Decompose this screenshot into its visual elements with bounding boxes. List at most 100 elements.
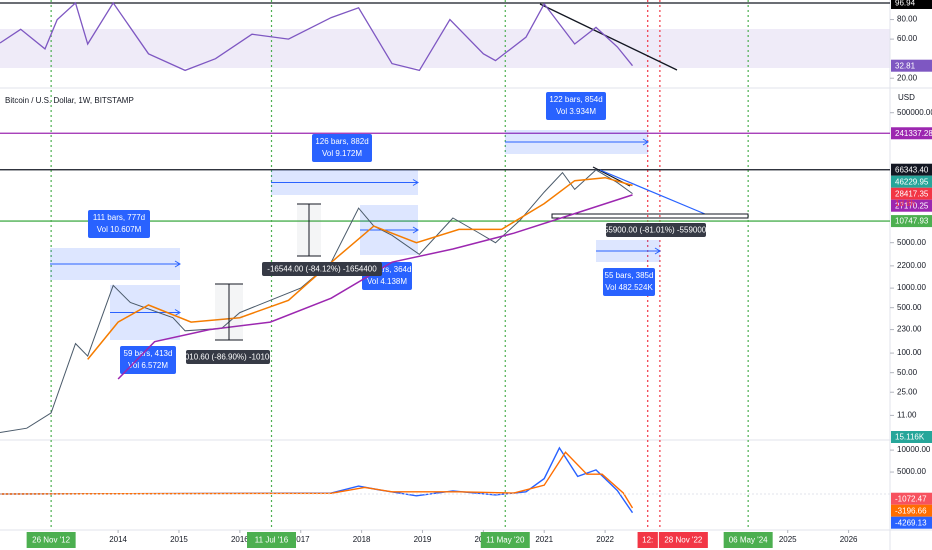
price-tick-label: 5000.00 [897, 238, 926, 247]
measure-arrowhead [174, 260, 181, 268]
measure-bars: 52 bars, 364d [363, 265, 412, 274]
price-level-label: 10747.93 [895, 217, 929, 226]
signal-line [0, 451, 634, 509]
range-box [551, 213, 749, 219]
ma-slow-line [117, 194, 633, 380]
time-tick-label: 2016 [231, 535, 249, 544]
measure-bars: 59 bars, 413d [124, 349, 173, 358]
macd-marker-label: -4269.13 [895, 518, 927, 527]
price-level-box [891, 163, 932, 176]
time-marker-box [26, 532, 76, 548]
price-tick-label: 50.00 [897, 368, 918, 377]
price-tick-label: 500000.00 [897, 108, 932, 117]
drop-label-box [186, 350, 270, 364]
volume-box [891, 431, 932, 443]
rsi-trendline [539, 3, 678, 71]
rsi-marker-label: 96.94 [895, 0, 916, 8]
time-marker-label: 12: [642, 536, 653, 545]
measure-vol: Vol 6.572M [128, 361, 168, 370]
drop-label-box [262, 262, 382, 276]
rsi-marker-box [891, 59, 932, 72]
currency: USD [898, 93, 915, 102]
time-tick-label: 2019 [414, 535, 432, 544]
macd-tick-label: 5000.00 [897, 467, 926, 476]
time-tick-label: 2014 [109, 535, 127, 544]
rsi-tick-label: 60.00 [897, 34, 918, 43]
measure-label-box [312, 134, 372, 162]
measure-vol: Vol 4.138M [367, 277, 407, 286]
ma-fast-line [87, 176, 633, 360]
time-marker-box [658, 532, 708, 548]
drop-label: -55900.00 (-81.01%) -5590000 [601, 226, 711, 235]
time-marker-box [637, 532, 658, 548]
measure-arrowhead [654, 247, 661, 255]
drop-label: -16544.00 (-84.12%) -1654400 [267, 265, 377, 274]
price-level-label: 241337.28 [895, 129, 932, 138]
price-level-box [891, 199, 932, 212]
macd-marker-box [891, 516, 932, 529]
time-marker-label: 11 Jul '16 [255, 536, 289, 545]
measure-vol: Vol 10.607M [97, 225, 142, 234]
price-level-label: 66343.40 [895, 165, 929, 174]
price-level-label: 28417.35 [895, 189, 929, 198]
price-level-box [891, 187, 932, 200]
measure-vol: Vol 3.934M [556, 107, 596, 116]
price-tick-label: 500.00 [897, 303, 922, 312]
price-tick-label: 100.00 [897, 348, 922, 357]
time-marker-label: 28 Nov '22 [664, 536, 703, 545]
time-marker-box [723, 532, 773, 548]
time-tick-label: 2015 [170, 535, 188, 544]
macd-marker-box [891, 504, 932, 517]
measure-label-box [120, 346, 176, 374]
time-marker-box [480, 532, 530, 548]
measure-arrowhead [174, 309, 181, 316]
measure-vol: Vol 9.172M [322, 149, 362, 158]
price-level-label: 27170.25 [895, 201, 929, 210]
time-tick-label: 2017 [292, 535, 310, 544]
price-level-label: 46229.95 [895, 177, 929, 186]
measure-arrowhead [412, 179, 419, 186]
measure-label-box [546, 92, 606, 120]
countdown: 1d 8h [895, 199, 915, 208]
time-tick-label: 2025 [779, 535, 797, 544]
measure-bars: 111 bars, 777d [93, 213, 145, 222]
symbol-title: Bitcoin / U.S. Dollar, 1W, BITSTAMP [5, 96, 134, 105]
time-marker-box [247, 532, 297, 548]
macd-line [0, 446, 634, 514]
macd-marker-label: -1072.47 [895, 494, 927, 503]
measure-label-box [88, 210, 150, 238]
price-tick-label: 1000.00 [897, 283, 926, 292]
time-tick-label: 2022 [596, 535, 614, 544]
macd-marker-box [891, 492, 932, 505]
rsi-tick-label: 80.00 [897, 15, 918, 24]
drop-label: -1010.60 (-86.90%) -101060 [178, 353, 279, 362]
time-marker-label: 26 Nov '12 [32, 536, 71, 545]
measure-arrowhead [412, 226, 419, 234]
volume-label: 15.116K [895, 433, 925, 442]
rsi-band [0, 29, 890, 68]
price-tick-label: 2200.00 [897, 261, 926, 270]
price-level-box [891, 175, 932, 188]
macd-marker-label: -3196.66 [895, 506, 927, 515]
price-tick-label: 25.00 [897, 387, 918, 396]
price-tick-label: 230.00 [897, 325, 922, 334]
price-tick-label: 11.00 [897, 411, 917, 420]
rsi-tick-label: 20.00 [897, 73, 918, 82]
measure-bars: 55 bars, 385d [605, 271, 654, 280]
time-marker-label: 11 May '20 [486, 536, 525, 545]
time-tick-label: 2018 [353, 535, 371, 544]
rsi-line [0, 1, 634, 72]
price-line [0, 169, 633, 433]
measure-bars: 126 bars, 882d [315, 137, 368, 146]
measure-vol: Vol 482.524K [605, 283, 653, 292]
time-tick-label: 2026 [840, 535, 858, 544]
measure-arrowhead [642, 138, 649, 146]
price-level-box [891, 215, 932, 228]
macd-tick-label: 10000.00 [897, 445, 931, 454]
rsi-marker-label: 32.81 [895, 61, 916, 70]
time-marker-label: 06 May '24 [729, 536, 768, 545]
rsi-marker-box [891, 0, 932, 9]
time-tick-label: 2021 [535, 535, 553, 544]
